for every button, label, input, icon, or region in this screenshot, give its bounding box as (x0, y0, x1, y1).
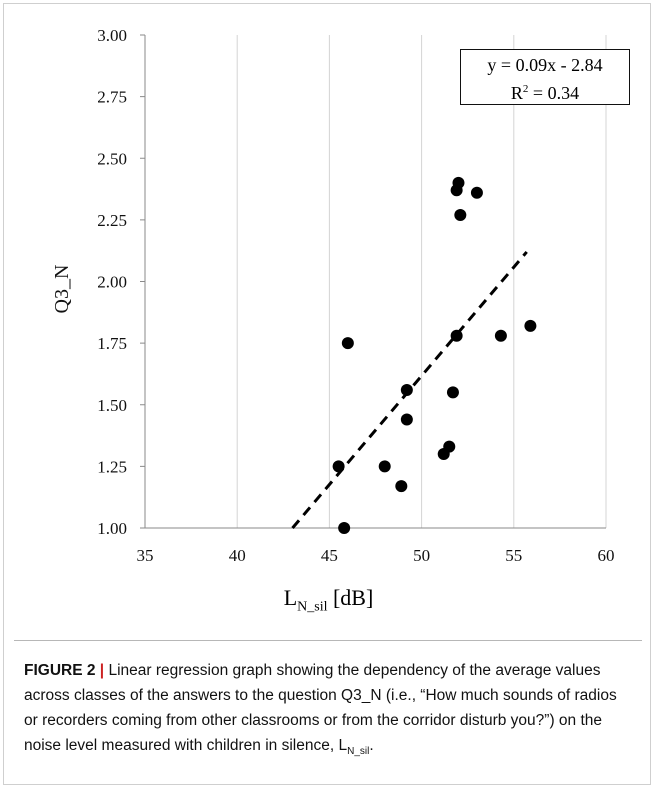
y-tick-label: 2.50 (97, 149, 127, 168)
scatter-chart: 35 40 45 50 55 60 1.00 1.25 1.50 1.75 2.00 2.25 2.5… (51, 26, 615, 565)
x-tick-label: 50 (413, 546, 430, 565)
data-point (494, 329, 507, 342)
data-point (341, 337, 354, 350)
y-tick-label: 1.00 (97, 519, 127, 538)
data-point (338, 522, 351, 534)
data-point (446, 386, 459, 399)
y-tick-label: 1.50 (97, 396, 127, 415)
data-point (450, 329, 463, 342)
axes (140, 34, 606, 529)
x-tick-label: 60 (598, 546, 615, 565)
caption-text: Linear regression graph showing the depe… (24, 662, 617, 754)
x-tick-label: 35 (137, 546, 154, 565)
data-point (443, 440, 456, 453)
data-point (400, 383, 413, 396)
trendline (291, 250, 528, 529)
regression-line (291, 250, 528, 529)
figure-caption: FIGURE 2 | Linear regression graph showi… (24, 662, 617, 758)
y-tick-label: 2.25 (97, 211, 127, 230)
caption-separator: | (99, 662, 105, 679)
y-tick-label: 3.00 (97, 26, 127, 45)
caption-symbol-sub: N_sil (347, 746, 370, 758)
data-point (332, 460, 345, 473)
caption-symbol: L (338, 737, 348, 754)
y-tick-label: 2.00 (97, 273, 127, 292)
regression-equation: y = 0.09x - 2.84 (487, 55, 603, 75)
data-point (452, 176, 465, 189)
x-tick-label: 45 (321, 546, 338, 565)
data-point (400, 413, 413, 426)
x-tick-label: 40 (229, 546, 246, 565)
data-point (395, 480, 408, 493)
data-point (524, 319, 537, 332)
y-tick-label: 1.75 (97, 334, 127, 353)
grid (236, 35, 607, 528)
figure-frame (3, 3, 651, 785)
r-squared: R2 = 0.34 (510, 83, 580, 103)
caption-label: FIGURE 2 (24, 662, 96, 679)
y-tick-labels: 1.00 1.25 1.50 1.75 2.00 2.25 2.50 2.75 3.00 (97, 26, 127, 538)
regression-equation-box: y = 0.09x - 2.84 R2 = 0.34 (460, 49, 630, 105)
data-point (378, 460, 391, 473)
y-axis-label: Q3_N (51, 265, 73, 314)
x-tick-label: 55 (505, 546, 522, 565)
data-point (470, 186, 483, 199)
y-tick-label: 1.25 (97, 457, 127, 476)
x-tick-labels: 35 40 45 50 55 60 (137, 546, 615, 565)
caption-divider (14, 640, 642, 641)
data-point (454, 208, 467, 221)
y-tick-label: 2.75 (97, 88, 127, 107)
x-axis-label: LN_sil [dB] (283, 585, 374, 615)
data-points (332, 176, 537, 534)
